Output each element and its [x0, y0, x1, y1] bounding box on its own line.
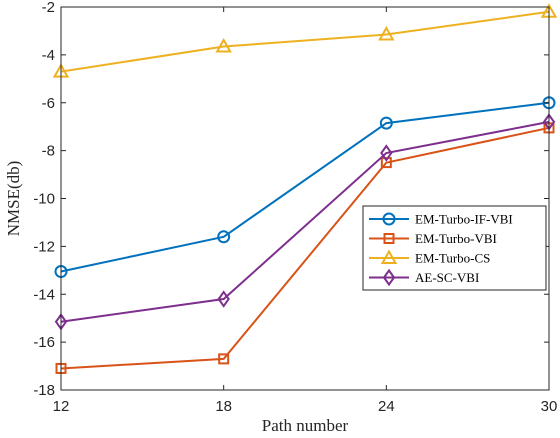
legend: EM-Turbo-IF-VBI EM-Turbo-VBI EM-Turbo-CS AE… — [362, 205, 547, 291]
y-tick-label: -18 — [33, 382, 55, 399]
data-point-triangle — [378, 25, 395, 41]
legend-entry: EM-Turbo-CS — [369, 249, 490, 266]
x-tick-label: 30 — [541, 398, 558, 415]
x-tick-label: 24 — [378, 398, 395, 415]
y-tick-label: -8 — [42, 143, 55, 160]
y-axis: -18 -16 -14 -12 -10 -8 -6 -4 -2 — [33, 0, 549, 399]
data-point-square — [380, 157, 392, 169]
legend-entry: EM-Turbo-VBI — [369, 231, 497, 246]
x-axis: 12 18 24 30 — [53, 7, 558, 415]
series-line — [60, 10, 550, 73]
legend-label: EM-Turbo-IF-VBI — [415, 212, 513, 227]
legend-label: EM-Turbo-CS — [415, 251, 490, 266]
series-em-turbo-cs — [52, 3, 558, 78]
data-point-diamond — [380, 144, 393, 162]
y-axis-title: NMSE(db) — [4, 161, 23, 237]
y-tick-label: -2 — [42, 0, 55, 16]
data-point-diamond — [217, 290, 230, 308]
legend-entry: AE-SC-VBI — [369, 268, 479, 287]
y-tick-label: -14 — [33, 286, 55, 303]
x-tick-label: 12 — [53, 398, 70, 415]
series-line — [60, 101, 550, 273]
legend-marker-square — [383, 233, 395, 244]
legend-marker-triangle — [380, 249, 398, 264]
data-point-square — [218, 353, 230, 365]
plot-area — [52, 3, 558, 374]
legend-marker-circle — [382, 212, 396, 226]
y-tick-label: -6 — [42, 95, 55, 112]
legend-label: EM-Turbo-VBI — [415, 231, 497, 246]
series-line — [60, 120, 550, 323]
y-tick-label: -4 — [42, 47, 55, 64]
plot-frame — [60, 6, 550, 391]
data-point-circle — [379, 116, 393, 130]
y-tick-label: -12 — [33, 238, 55, 255]
x-axis-title: Path number — [262, 416, 349, 435]
y-tick-label: -10 — [33, 191, 55, 208]
x-tick-label: 18 — [215, 398, 232, 415]
series-line — [60, 126, 550, 370]
data-point-triangle — [215, 37, 232, 53]
legend-entry: EM-Turbo-IF-VBI — [369, 212, 513, 227]
legend-marker-diamond — [382, 268, 396, 287]
data-point-circle — [217, 230, 231, 244]
y-tick-label: -16 — [33, 334, 55, 351]
legend-label: AE-SC-VBI — [415, 270, 479, 285]
